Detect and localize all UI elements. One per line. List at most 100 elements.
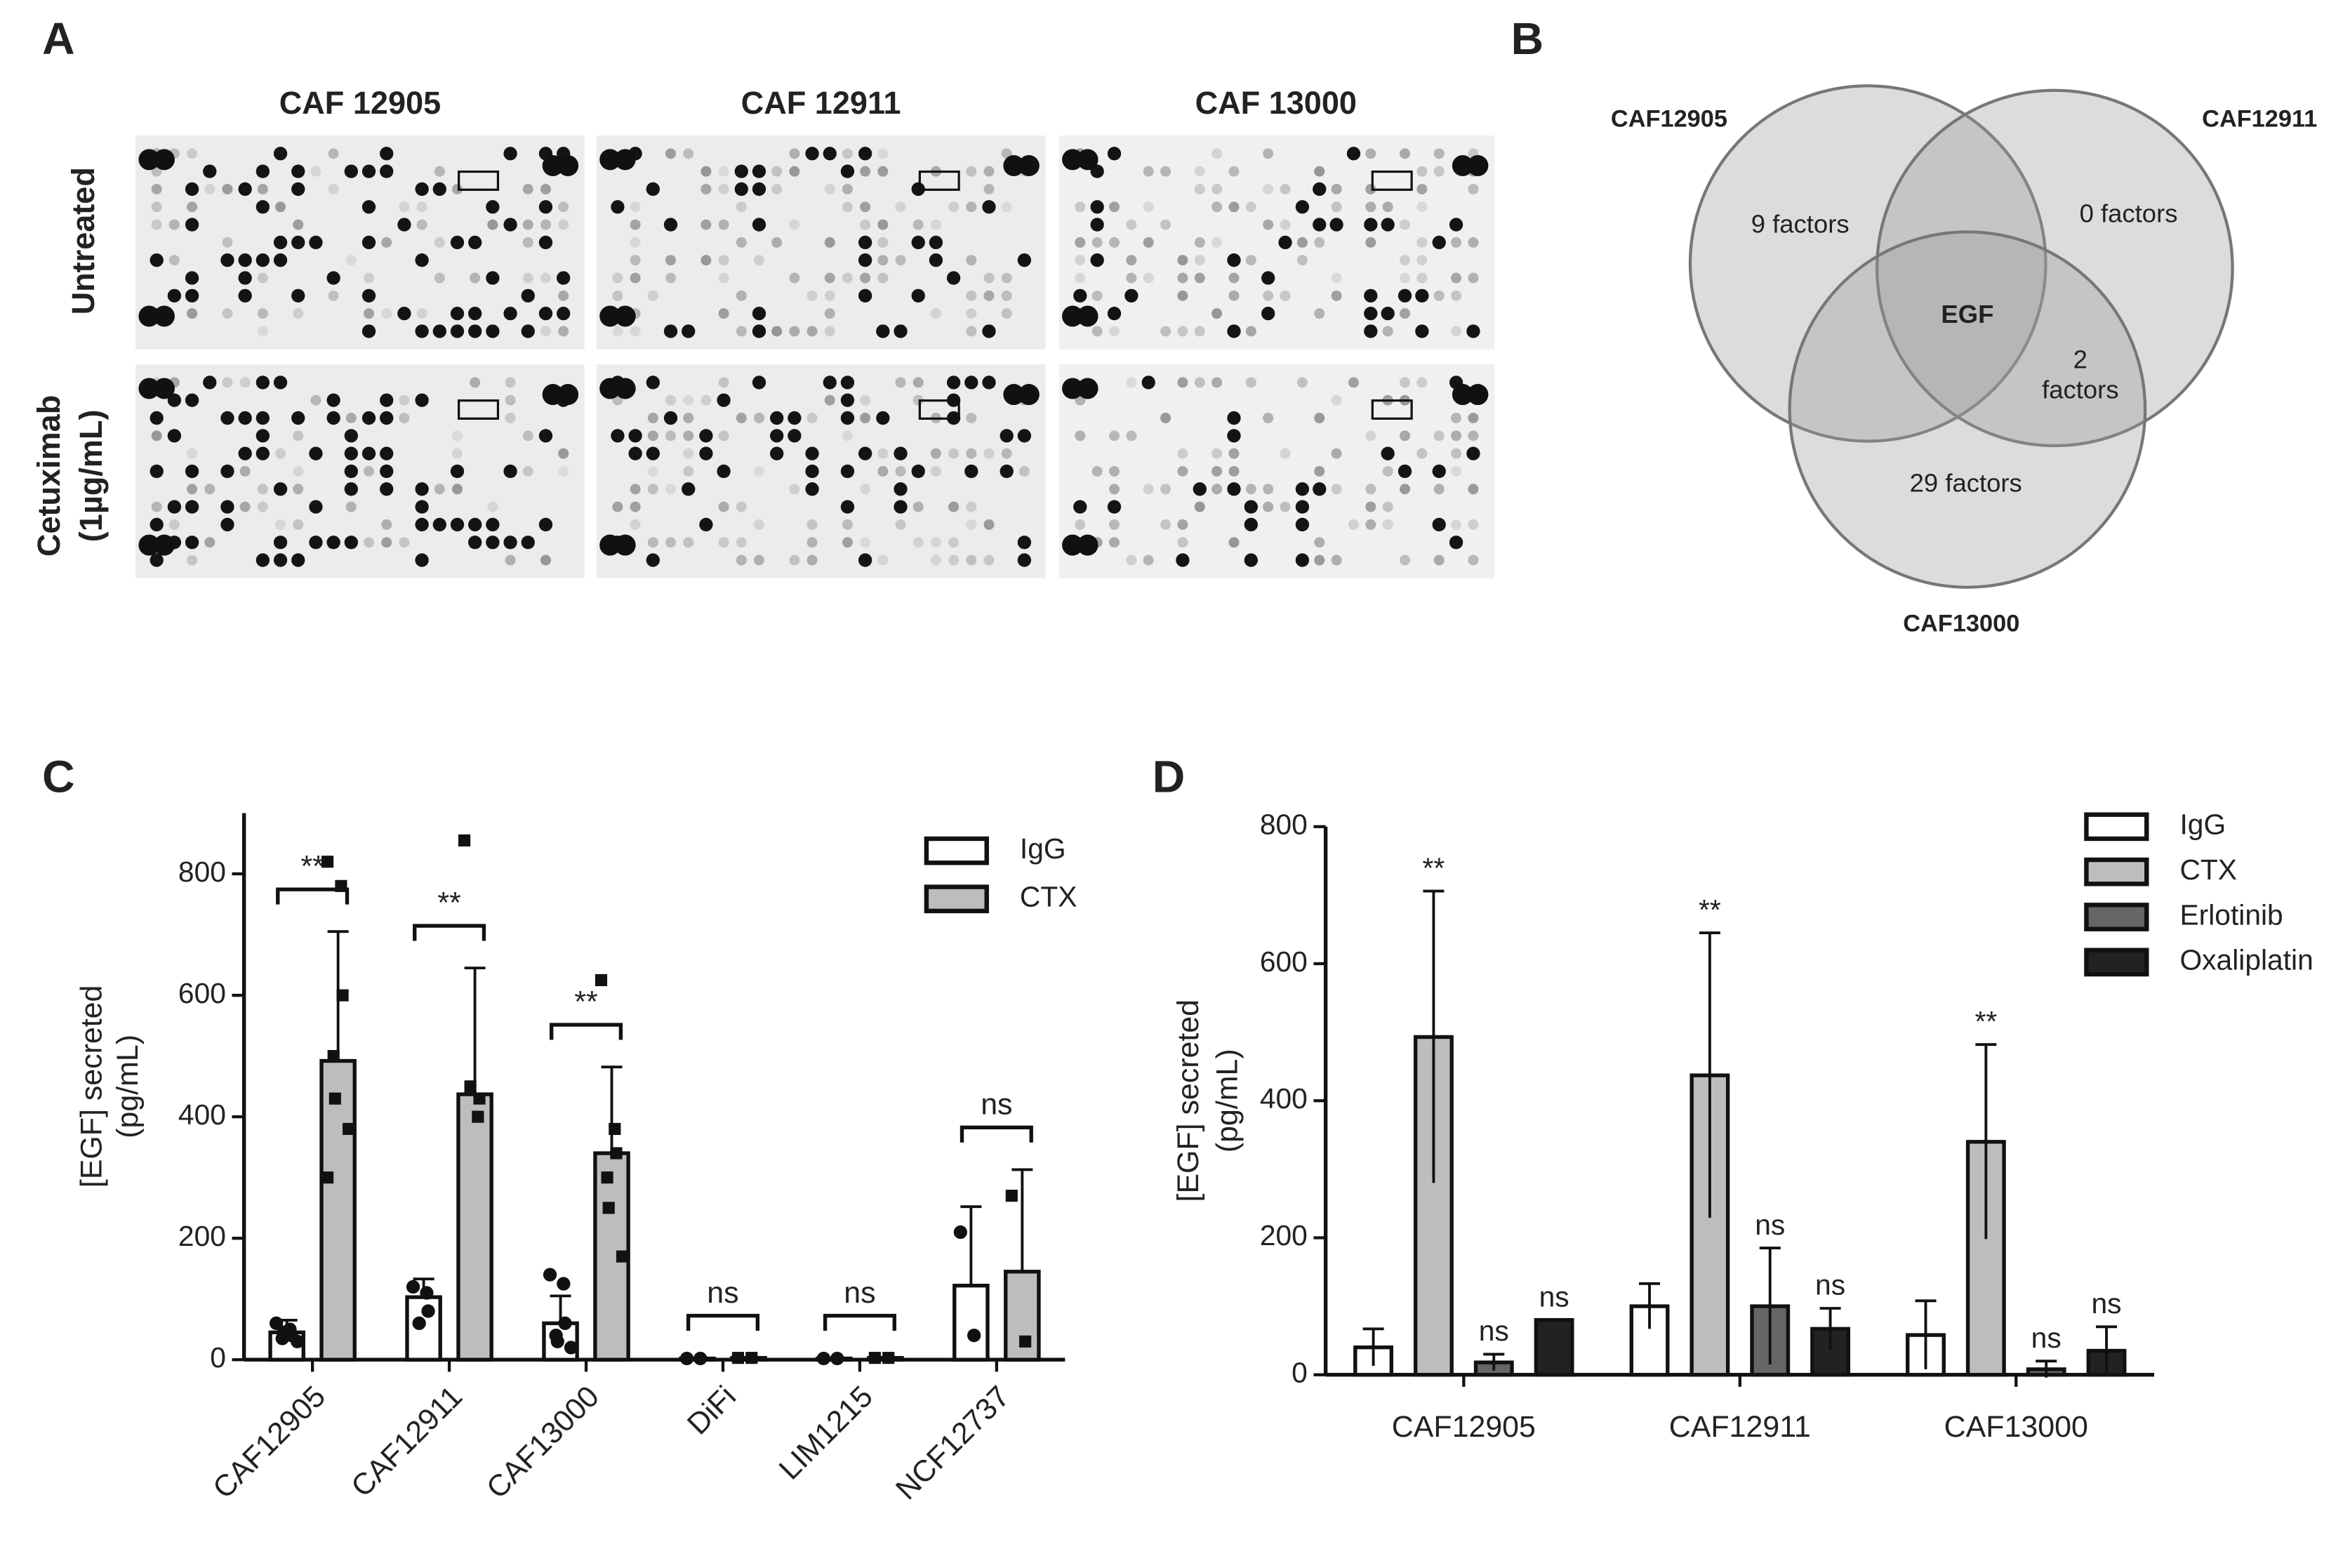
blot-spot xyxy=(138,378,160,399)
blot-spot xyxy=(1365,430,1376,441)
highlight-box xyxy=(918,399,960,420)
blot-spot xyxy=(611,429,625,443)
blot-spot xyxy=(1091,290,1103,301)
blot-spot xyxy=(255,376,270,390)
blot-spot xyxy=(1107,500,1122,514)
blot-spot xyxy=(415,553,429,567)
legend-label: IgG xyxy=(1020,832,1066,865)
significance-bracket xyxy=(549,1023,623,1040)
blot-spot xyxy=(895,519,906,530)
blot-spot xyxy=(1075,201,1086,213)
blot-spot xyxy=(522,430,533,441)
blot-spot xyxy=(1062,378,1084,399)
blot-spot xyxy=(185,288,199,303)
blot-spot xyxy=(361,411,376,425)
x-tick-label: CAF13000 xyxy=(480,1380,606,1506)
blot-spot xyxy=(1449,536,1463,550)
blot-spot xyxy=(255,446,270,460)
blot-spot xyxy=(255,200,270,214)
blot-spot xyxy=(1211,201,1223,213)
blot-spot xyxy=(966,290,977,301)
blot-spot xyxy=(1228,166,1240,177)
blot-spot xyxy=(647,465,658,477)
blot-spot xyxy=(840,164,855,178)
blot-spot xyxy=(1000,429,1014,443)
blot-spot xyxy=(187,148,198,159)
blot-spot xyxy=(966,501,977,512)
bar xyxy=(952,1283,990,1362)
blot-spot xyxy=(503,218,517,232)
blot-spot xyxy=(167,429,182,443)
blot-spot xyxy=(966,519,977,530)
blot-spot xyxy=(1331,448,1342,459)
blot-spot xyxy=(138,149,160,171)
blot-spot xyxy=(486,536,500,550)
blot-spot xyxy=(275,201,286,213)
blot-spot xyxy=(238,411,252,425)
blot-spot xyxy=(823,376,837,390)
blot-spot xyxy=(860,537,871,548)
legend-label: Erlotinib xyxy=(2179,898,2283,931)
bar xyxy=(456,1092,493,1362)
blot-spot xyxy=(1416,255,1428,266)
blot-spot xyxy=(912,219,924,230)
blot-spot xyxy=(753,255,764,266)
blot-spot xyxy=(1295,200,1310,214)
blot-spot xyxy=(840,500,855,514)
blot-spot xyxy=(450,324,465,338)
blot-spot xyxy=(239,465,251,477)
blot-spot xyxy=(1280,290,1291,301)
blot-spot xyxy=(701,219,712,230)
blot-spot xyxy=(432,324,446,338)
blot-spot xyxy=(150,253,164,267)
legend-swatch xyxy=(2084,948,2149,977)
blot-spot xyxy=(1467,384,1489,406)
blot-spot xyxy=(983,448,995,459)
significance-label: ** xyxy=(300,849,324,883)
blot-spot xyxy=(1365,519,1376,530)
blot-spot xyxy=(344,164,358,178)
error-bar xyxy=(1975,1043,1997,1240)
blot-background xyxy=(1058,364,1494,578)
blot-spot xyxy=(1400,148,1411,159)
y-tick-label: 0 xyxy=(1292,1356,1308,1388)
blot-spot xyxy=(1365,148,1376,159)
blot-spot xyxy=(238,253,252,267)
blot-spot xyxy=(1075,237,1086,248)
blot-spot xyxy=(663,411,678,425)
blot-spot xyxy=(328,148,339,159)
x-tick-label: NCF12737 xyxy=(889,1380,1016,1507)
blot-spot xyxy=(752,182,766,197)
blot-spot xyxy=(1107,147,1122,161)
blot-spot xyxy=(860,166,871,177)
blot-spot xyxy=(222,183,233,194)
blot-spot xyxy=(150,553,164,567)
blot-spot xyxy=(1416,166,1428,177)
blot-spot xyxy=(770,446,784,460)
blot-spot xyxy=(717,393,731,407)
blot-spot xyxy=(1143,237,1154,248)
data-point xyxy=(473,1092,486,1105)
blot-spot xyxy=(948,537,960,548)
blot-spot xyxy=(1091,237,1103,248)
blot-spot xyxy=(380,393,394,407)
blot-spot xyxy=(1245,484,1256,495)
blot-spot xyxy=(380,446,394,460)
y-axis-label: [EGF] secreted xyxy=(74,985,108,1188)
blot-spot xyxy=(701,255,712,266)
blot-spot xyxy=(630,326,641,337)
blot-spot xyxy=(718,537,729,548)
blot-spot xyxy=(877,148,889,159)
blot-spot xyxy=(381,237,392,248)
error-bar xyxy=(960,1205,982,1286)
blot-spot xyxy=(558,290,569,301)
blot-spot xyxy=(1313,218,1327,232)
blot-spot xyxy=(860,413,871,424)
blot-spot xyxy=(203,376,217,390)
bar xyxy=(319,1058,357,1362)
blot-spot xyxy=(1194,272,1205,284)
blot-spot xyxy=(1017,536,1032,550)
blot-spot xyxy=(894,324,908,338)
blot-spot xyxy=(255,253,270,267)
blot-spot xyxy=(1295,517,1310,532)
